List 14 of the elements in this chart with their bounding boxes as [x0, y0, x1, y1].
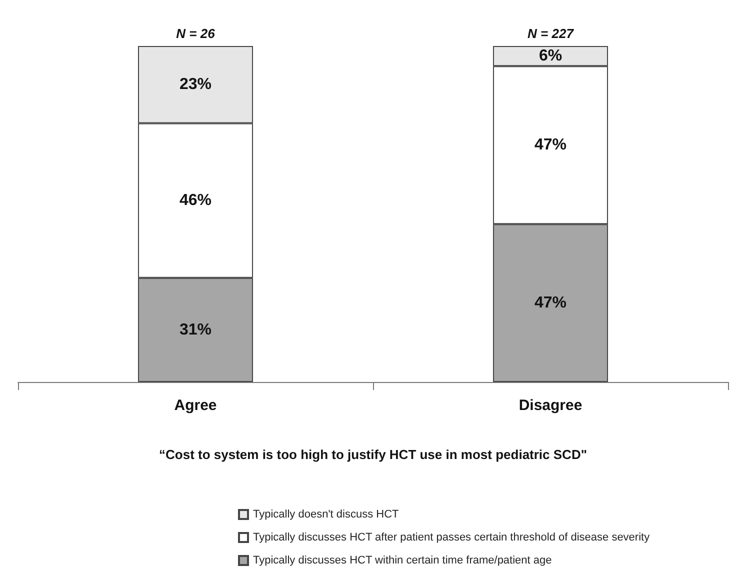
data-label: 46%	[179, 192, 212, 210]
x-axis-title: “Cost to system is too high to justify HCT use in most pediatric SCD"	[159, 447, 587, 462]
legend-label: Typically discusses HCT after patient passes certain threshold of disease severity	[253, 532, 650, 544]
legend-label: Typically discusses HCT within certain time frame/patient age	[253, 554, 552, 566]
x-tick-label: Disagree	[518, 397, 582, 414]
x-tick-label: Agree	[174, 397, 217, 414]
data-label: 6%	[538, 48, 562, 65]
annotation: N = 26	[176, 26, 216, 41]
data-label: 23%	[179, 76, 212, 94]
annotation: N = 227	[528, 26, 574, 41]
data-label: 31%	[179, 321, 212, 338]
data-label: 47%	[534, 136, 567, 154]
legend-label: Typically doesn't discuss HCT	[253, 508, 400, 520]
data-label: 47%	[534, 294, 567, 312]
